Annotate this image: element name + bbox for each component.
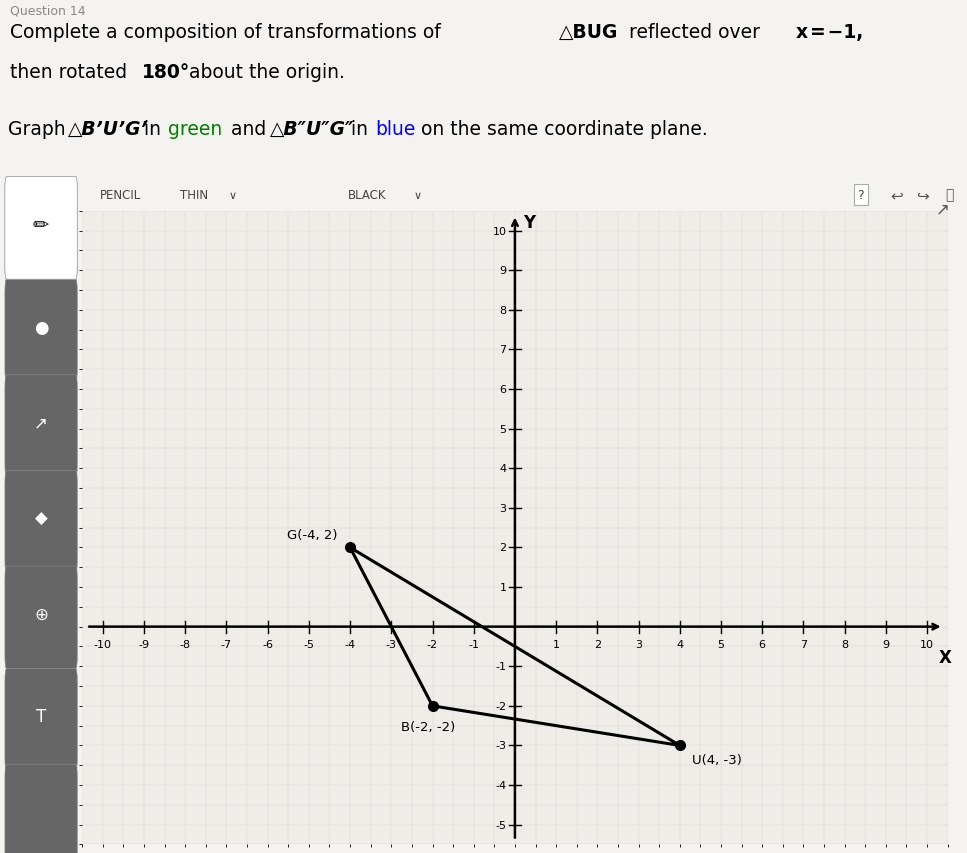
Text: ↗: ↗ [936,200,950,218]
Text: U(4, -3): U(4, -3) [692,753,742,767]
FancyBboxPatch shape [5,375,77,478]
Text: 4: 4 [676,639,684,649]
Text: 8: 8 [500,305,507,316]
Text: 3: 3 [635,639,642,649]
Text: 6: 6 [759,639,766,649]
Text: 🗑: 🗑 [945,189,953,202]
Text: Y: Y [523,213,536,231]
Text: blue: blue [375,120,416,139]
Text: -3: -3 [496,740,507,751]
Text: THIN: THIN [180,189,208,202]
Text: 8: 8 [841,639,848,649]
Text: ?: ? [858,189,864,202]
Text: ∨: ∨ [228,190,236,200]
Text: ⊕: ⊕ [34,605,48,624]
Text: △B″U″G″: △B″U″G″ [270,120,354,139]
Text: about the origin.: about the origin. [189,63,344,82]
FancyBboxPatch shape [5,280,77,382]
Text: then rotated: then rotated [10,63,132,82]
Text: -1: -1 [496,661,507,671]
Text: -2: -2 [427,639,438,649]
FancyBboxPatch shape [5,177,77,280]
Text: 7: 7 [800,639,807,649]
FancyBboxPatch shape [5,177,77,280]
Text: -4: -4 [495,780,507,790]
Text: X: X [939,648,952,667]
Text: ∨: ∨ [414,190,423,200]
Text: 6: 6 [500,385,507,395]
Text: ↪: ↪ [917,188,929,203]
Text: 2: 2 [500,543,507,553]
Text: △BUG: △BUG [559,22,618,42]
Text: ↗: ↗ [34,414,48,432]
Text: -7: -7 [220,639,232,649]
Text: 3: 3 [500,503,507,514]
Text: -4: -4 [344,639,356,649]
Text: G(-4, 2): G(-4, 2) [287,529,337,542]
Text: -8: -8 [180,639,190,649]
Text: ✏: ✏ [33,216,49,235]
Text: in: in [345,120,374,139]
Text: ●: ● [34,318,48,337]
Text: ↩: ↩ [890,188,902,203]
Text: 5: 5 [500,424,507,434]
Text: 4: 4 [500,464,507,473]
Text: -3: -3 [386,639,396,649]
FancyBboxPatch shape [5,764,77,853]
Text: Graph: Graph [8,120,72,139]
FancyBboxPatch shape [5,471,77,573]
Text: green: green [168,120,222,139]
Text: 180°: 180° [142,63,190,82]
Text: 1: 1 [500,583,507,592]
Text: 10: 10 [920,639,934,649]
Text: ◆: ◆ [35,509,47,528]
Text: in: in [138,120,167,139]
Text: -10: -10 [94,639,112,649]
FancyBboxPatch shape [5,669,77,771]
Text: 5: 5 [718,639,724,649]
Text: reflected over: reflected over [623,22,766,42]
Text: -2: -2 [495,701,507,711]
Text: T: T [36,707,46,726]
Text: 7: 7 [500,345,507,355]
Text: 10: 10 [492,226,507,236]
Text: -1: -1 [468,639,480,649]
Text: BLACK: BLACK [348,189,386,202]
Text: 9: 9 [882,639,890,649]
FancyBboxPatch shape [5,566,77,669]
Text: and: and [225,120,273,139]
Text: -5: -5 [304,639,314,649]
Text: Complete a composition of transformations of: Complete a composition of transformation… [10,22,447,42]
Text: △B’U’G’: △B’U’G’ [68,120,149,139]
Text: on the same coordinate plane.: on the same coordinate plane. [415,120,708,139]
Text: -9: -9 [138,639,150,649]
Text: x = −1,: x = −1, [796,22,864,42]
Text: 2: 2 [594,639,601,649]
Text: -5: -5 [496,820,507,830]
Text: B(-2, -2): B(-2, -2) [401,720,455,733]
Text: PENCIL: PENCIL [100,189,141,202]
Text: 1: 1 [552,639,560,649]
Text: 9: 9 [500,266,507,276]
Text: -6: -6 [262,639,273,649]
Text: Question 14: Question 14 [10,4,85,17]
